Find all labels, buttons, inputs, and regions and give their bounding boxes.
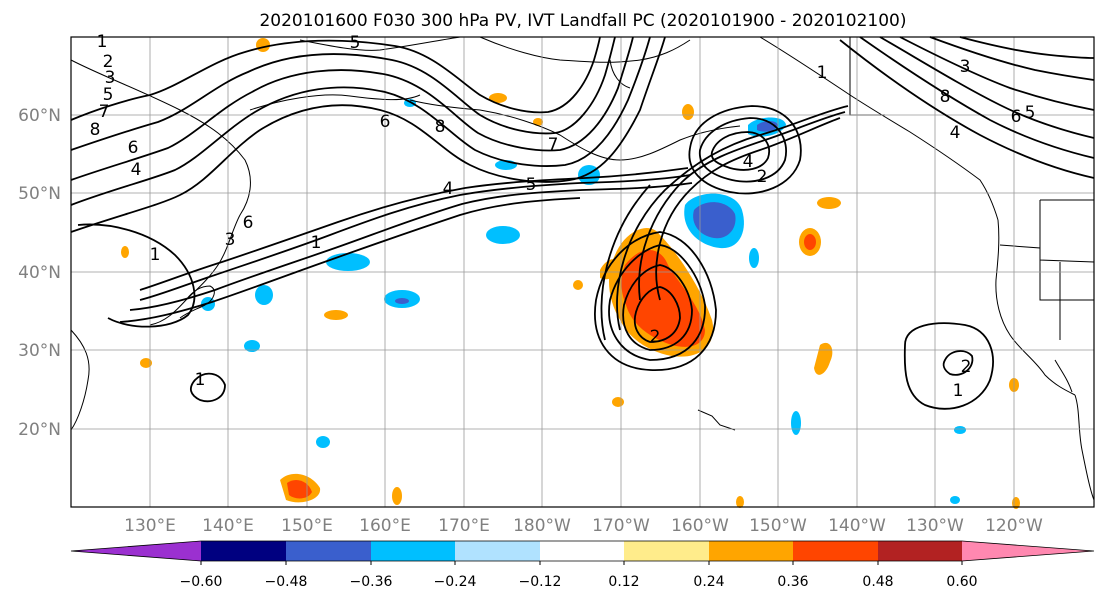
colorbar-extend-low: [71, 541, 202, 561]
colorbar-bin: [201, 541, 286, 561]
map-frame: [70, 36, 1095, 508]
colorbar-bin: [793, 541, 878, 561]
colorbar-extend-high: [962, 541, 1094, 561]
colorbar-bin: [709, 541, 793, 561]
lon-label: 170°W: [592, 516, 650, 536]
contour-label: 6: [380, 112, 391, 132]
contour-label: 5: [526, 175, 537, 195]
latitude-labels: 20°N 30°N 40°N 50°N 60°N: [18, 106, 61, 440]
lon-label: 170°E: [438, 516, 490, 536]
colorbar-tick-labels: −0.60 −0.48 −0.36 −0.24 −0.12 0.12 0.24 …: [180, 574, 978, 590]
contour-label: 4: [743, 152, 754, 172]
contour-label: 1: [97, 32, 108, 52]
colorbar-tick-label: 0.36: [777, 574, 808, 590]
longitude-labels: 130°E 140°E 150°E 160°E 170°E 180°W 170°…: [124, 516, 1043, 536]
lon-label: 160°W: [671, 516, 729, 536]
contour-label: 8: [90, 120, 101, 140]
colorbar-tick-label: −0.12: [519, 574, 562, 590]
contour-label: 2: [650, 327, 661, 347]
lon-label: 140°W: [828, 516, 886, 536]
lat-label: 30°N: [18, 341, 61, 361]
lat-label: 60°N: [18, 106, 61, 126]
figure-title: 2020101600 F030 300 hPa PV, IVT Landfall…: [259, 11, 906, 31]
contour-label: 6: [243, 213, 254, 233]
contour-label: 1: [195, 370, 206, 390]
colorbar-tick-label: −0.48: [265, 574, 308, 590]
map-panel: 1 2 3 5 7 8 6 4 3 6 1 5 6 8 4 5 7 4 2 1 …: [70, 32, 1095, 509]
contour-label: 6: [128, 138, 139, 158]
colorbar-tick-label: 0.48: [862, 574, 893, 590]
contour-label: 7: [548, 135, 559, 155]
contour-label: 4: [131, 160, 142, 180]
contour-label: 7: [99, 102, 110, 122]
contour-label: 2: [103, 52, 114, 72]
lon-label: 180°W: [513, 516, 571, 536]
contour-label: 3: [960, 57, 971, 77]
colorbar-tick-label: 0.60: [946, 574, 977, 590]
contour-label: 8: [940, 87, 951, 107]
lon-label: 120°W: [985, 516, 1043, 536]
colorbar-tick-label: −0.36: [350, 574, 393, 590]
contour-label: 6: [1011, 107, 1022, 127]
lat-label: 40°N: [18, 263, 61, 283]
lon-label: 150°W: [749, 516, 807, 536]
contour-label: 5: [350, 33, 361, 53]
contour-label: 8: [435, 117, 446, 137]
lon-label: 140°E: [202, 516, 254, 536]
colorbar-tick-label: 0.12: [608, 574, 639, 590]
contour-label: 1: [150, 245, 161, 265]
contour-label: 5: [103, 85, 114, 105]
lat-label: 20°N: [18, 420, 61, 440]
contour-label: 1: [311, 233, 322, 253]
lon-label: 130°W: [906, 516, 964, 536]
contour-label: 1: [817, 63, 828, 83]
colorbar: [70, 540, 1095, 565]
colorbar-bin: [540, 541, 624, 561]
contour-label: 4: [443, 179, 454, 199]
colorbar-tick-label: −0.24: [434, 574, 477, 590]
contour-label-layer: 1 2 3 5 7 8 6 4 3 6 1 5 6 8 4 5 7 4 2 1 …: [90, 32, 1036, 401]
contour-label: 5: [1025, 103, 1036, 123]
colorbar-bin: [286, 541, 371, 561]
lat-label: 50°N: [18, 184, 61, 204]
lon-label: 150°E: [281, 516, 333, 536]
colorbar-bin: [624, 541, 709, 561]
contour-label: 2: [757, 167, 768, 187]
colorbar-tick-label: 0.24: [693, 574, 724, 590]
lon-label: 130°E: [124, 516, 176, 536]
lon-label: 160°E: [359, 516, 411, 536]
contour-label: 1: [953, 381, 964, 401]
contour-label: 3: [105, 68, 116, 88]
contour-label: 2: [961, 357, 972, 377]
contour-label: 3: [225, 230, 236, 250]
colorbar-bin: [878, 541, 962, 561]
contour-label: 4: [950, 123, 961, 143]
positive-shading: [121, 38, 1020, 509]
colorbar-bin: [455, 541, 540, 561]
colorbar-bin: [371, 541, 455, 561]
colorbar-tick-label: −0.60: [180, 574, 223, 590]
pv-contours: [70, 36, 1095, 410]
